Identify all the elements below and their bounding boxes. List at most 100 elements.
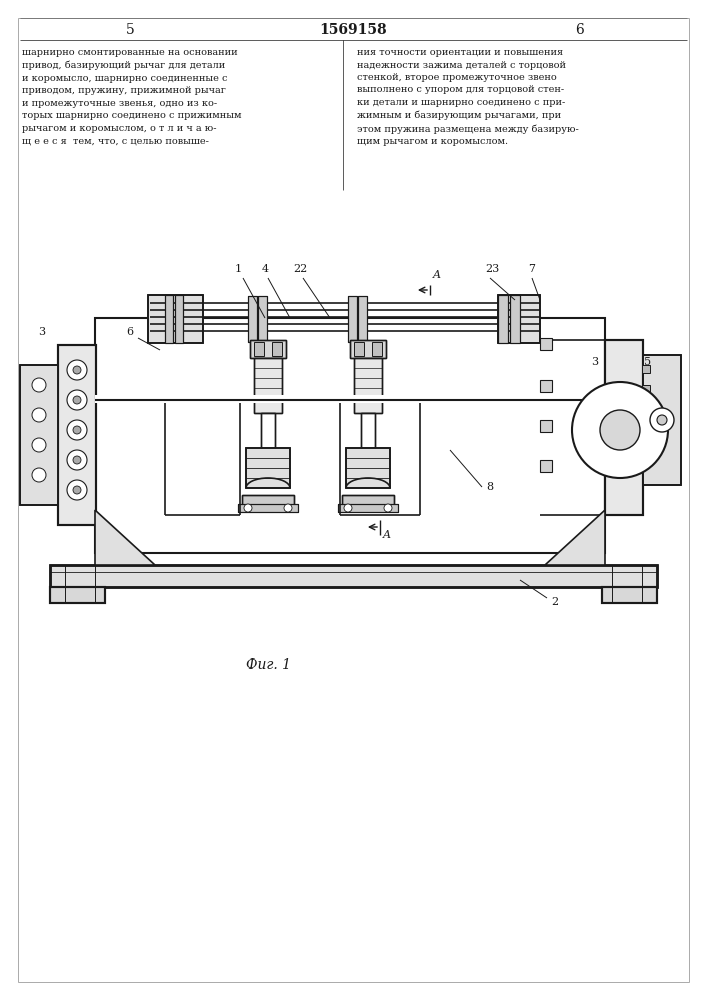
Circle shape [32, 378, 46, 392]
Polygon shape [95, 510, 155, 565]
Circle shape [32, 468, 46, 482]
Circle shape [73, 486, 81, 494]
Bar [342, 495, 394, 505]
Bar [254, 358, 282, 413]
Circle shape [73, 366, 81, 374]
Bar [165, 295, 173, 343]
Polygon shape [545, 510, 605, 565]
Bar [261, 413, 275, 448]
Text: 2: 2 [551, 597, 559, 607]
Bar [50, 587, 105, 603]
Bar [372, 342, 382, 356]
Circle shape [73, 426, 81, 434]
Bar [246, 448, 290, 488]
Bar [350, 340, 386, 358]
Text: 1: 1 [235, 264, 242, 274]
Bar [498, 295, 540, 343]
Bar [258, 296, 267, 342]
Circle shape [67, 480, 87, 500]
Bar [248, 296, 257, 342]
Bar [354, 358, 382, 413]
Text: 3: 3 [38, 327, 45, 337]
Text: 3: 3 [592, 357, 599, 367]
Bar [258, 296, 267, 342]
Bar [540, 420, 552, 432]
Bar [642, 405, 650, 413]
Circle shape [73, 396, 81, 404]
Text: 5: 5 [645, 357, 652, 367]
Bar [148, 295, 203, 343]
Bar [358, 296, 367, 342]
Text: 6: 6 [575, 23, 585, 37]
Circle shape [67, 390, 87, 410]
Circle shape [600, 410, 640, 450]
Bar [250, 340, 286, 358]
Bar [510, 295, 520, 343]
Bar [642, 385, 650, 393]
Circle shape [244, 504, 252, 512]
Bar [361, 413, 375, 448]
Bar [643, 355, 681, 485]
Bar [148, 295, 203, 343]
Bar [498, 295, 508, 343]
Text: 1569158: 1569158 [319, 23, 387, 37]
Bar [254, 358, 282, 413]
Bar [642, 365, 650, 373]
Bar [50, 565, 657, 587]
Bar [248, 296, 257, 342]
Bar [540, 338, 552, 350]
Text: Фиг. 1: Фиг. 1 [246, 658, 291, 672]
Circle shape [32, 408, 46, 422]
Bar [238, 504, 298, 512]
Circle shape [32, 438, 46, 452]
Text: A: A [433, 270, 441, 280]
Bar [20, 365, 58, 505]
Bar [50, 565, 657, 587]
Bar [498, 295, 540, 343]
Bar [354, 342, 364, 356]
Circle shape [384, 504, 392, 512]
Bar [175, 295, 183, 343]
Text: 22: 22 [293, 264, 307, 274]
Circle shape [73, 456, 81, 464]
Bar [643, 355, 681, 485]
Bar [338, 504, 398, 512]
Bar [242, 495, 294, 505]
Text: 8: 8 [486, 482, 493, 492]
Circle shape [67, 420, 87, 440]
Bar [272, 342, 282, 356]
Circle shape [67, 450, 87, 470]
Bar [510, 295, 520, 343]
Bar [175, 295, 183, 343]
Bar [361, 413, 375, 448]
Bar [254, 342, 264, 356]
Bar [250, 340, 286, 358]
Bar [602, 587, 657, 603]
Text: 6: 6 [127, 327, 134, 337]
Bar [95, 395, 605, 403]
Bar [358, 296, 367, 342]
Circle shape [650, 408, 674, 432]
Bar [246, 448, 290, 488]
Text: A: A [383, 530, 391, 540]
Text: 23: 23 [485, 264, 499, 274]
Bar [354, 358, 382, 413]
Bar [605, 340, 643, 515]
Circle shape [572, 382, 668, 478]
Bar [58, 345, 96, 525]
Bar [20, 365, 58, 505]
Text: 7: 7 [529, 264, 535, 274]
Bar [540, 380, 552, 392]
Circle shape [67, 360, 87, 380]
Text: шарнирно смонтированные на основании
привод, базирующий рычаг для детали
и кором: шарнирно смонтированные на основании при… [22, 48, 242, 145]
Text: ния точности ориентации и повышения
надежности зажима деталей с торцовой
стенкой: ния точности ориентации и повышения наде… [357, 48, 579, 146]
Text: 5: 5 [126, 23, 134, 37]
Bar [261, 413, 275, 448]
Bar [346, 448, 390, 488]
Bar [348, 296, 357, 342]
Bar [58, 345, 96, 525]
Bar [95, 318, 605, 553]
Bar [50, 587, 105, 603]
Text: 4: 4 [262, 264, 269, 274]
Bar [540, 460, 552, 472]
